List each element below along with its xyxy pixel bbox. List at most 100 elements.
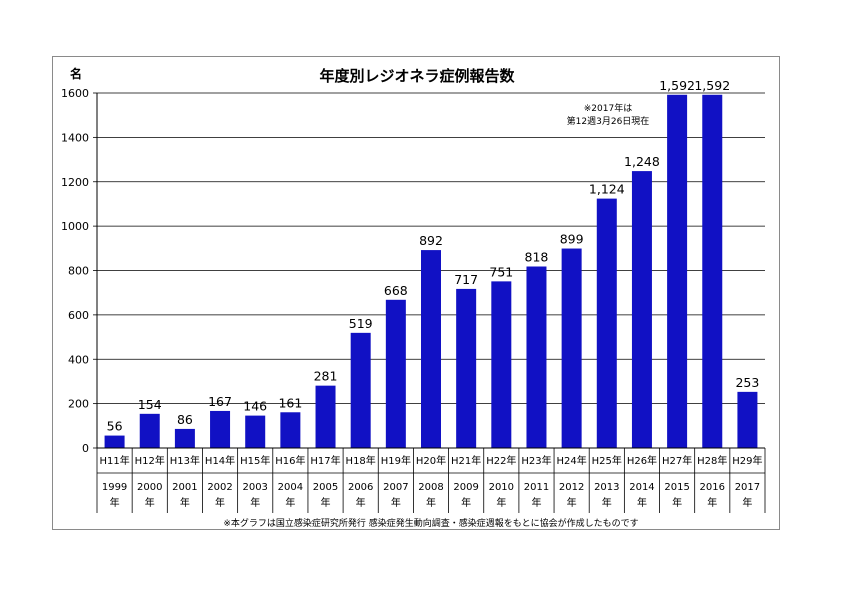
x-year-suffix: 年	[531, 496, 541, 509]
x-era-label: H12年	[135, 454, 165, 467]
bar	[491, 281, 512, 448]
x-year-suffix: 年	[672, 496, 682, 509]
x-year-suffix: 年	[602, 496, 612, 509]
x-era-label: H21年	[451, 454, 481, 467]
bar	[210, 410, 231, 448]
chart-title: 年度別レジオネラ症例報告数	[319, 67, 515, 85]
x-era-label: H25年	[592, 454, 622, 467]
x-year-suffix: 年	[426, 496, 436, 509]
x-year-label: 2006	[348, 482, 373, 493]
x-era-label: H14年	[205, 454, 235, 467]
x-year-label: 2013	[594, 482, 619, 493]
x-year-suffix: 年	[567, 496, 577, 509]
data-label: 146	[243, 399, 267, 414]
note-line-1: ※2017年は	[584, 102, 632, 114]
x-year-label: 2011	[524, 482, 549, 493]
x-year-suffix: 年	[250, 496, 260, 509]
x-year-label: 2003	[242, 482, 267, 493]
x-year-label: 2010	[489, 482, 514, 493]
x-era-label: H13年	[170, 454, 200, 467]
data-label: 167	[208, 394, 232, 409]
x-year-suffix: 年	[110, 496, 120, 509]
x-year-suffix: 年	[461, 496, 471, 509]
x-year-label: 2007	[383, 482, 408, 493]
x-era-label: H11年	[99, 454, 129, 467]
data-label: 892	[419, 233, 443, 248]
x-axis-table: H11年 1999 年 H12年 2000 年 H13年 2001 年 H14年 2002 年 H15年…	[96, 447, 766, 513]
x-year-suffix: 年	[215, 496, 225, 509]
x-year-suffix: 年	[356, 496, 366, 509]
data-label: 668	[384, 283, 408, 298]
x-year-suffix: 年	[145, 496, 155, 509]
y-tick-label: 600	[68, 309, 89, 322]
data-label: 717	[454, 272, 478, 287]
y-tick-label: 1000	[61, 220, 89, 233]
x-era-label: H24年	[557, 454, 587, 467]
x-year-suffix: 年	[496, 496, 506, 509]
y-axis: 0 200 400 600 800 1000 1200 1400 1600	[61, 87, 98, 455]
data-label: 818	[525, 250, 549, 265]
data-label: 1,124	[589, 182, 625, 197]
data-label: 899	[560, 232, 584, 247]
data-label: 751	[489, 264, 513, 279]
y-tick-label: 1400	[61, 131, 89, 144]
bar	[421, 250, 441, 448]
x-year-suffix: 年	[742, 496, 752, 509]
x-year-suffix: 年	[180, 496, 190, 509]
x-era-label: H19年	[381, 454, 411, 467]
x-era-label: H20年	[416, 454, 446, 467]
x-year-label: 2016	[700, 482, 725, 493]
chart-frame: 年度別レジオネラ症例報告数 名 0 200 400 600 800 1000 1200 140…	[52, 56, 780, 530]
data-label: 154	[138, 397, 162, 412]
data-label: 56	[107, 419, 123, 434]
data-label: 253	[735, 375, 759, 390]
x-year-suffix: 年	[707, 496, 717, 509]
bar	[667, 94, 688, 449]
data-label: 161	[278, 395, 302, 410]
x-year-label: 2009	[453, 482, 478, 493]
bar	[702, 94, 723, 449]
x-year-suffix: 年	[285, 496, 295, 509]
data-label: 1,592	[694, 78, 730, 93]
x-year-label: 2002	[207, 482, 232, 493]
y-tick-label: 1200	[61, 176, 89, 189]
y-tick-label: 1600	[61, 87, 89, 100]
bar	[561, 248, 582, 448]
bar-chart: 年度別レジオネラ症例報告数 名 0 200 400 600 800 1000 1200 140…	[61, 66, 766, 529]
x-year-label: 1999	[102, 482, 127, 493]
y-tick-label: 400	[68, 353, 89, 366]
x-year-label: 2000	[137, 482, 162, 493]
x-year-label: 2004	[278, 482, 303, 493]
bar	[104, 435, 125, 448]
x-era-label: H27年	[662, 454, 692, 467]
x-era-label: H28年	[697, 454, 727, 467]
x-era-label: H17年	[310, 454, 340, 467]
data-label: 86	[177, 412, 193, 427]
bar	[174, 428, 195, 448]
data-label: 1,592	[659, 78, 695, 93]
x-year-suffix: 年	[321, 496, 331, 509]
data-label: 519	[349, 316, 373, 331]
bar	[245, 415, 266, 448]
x-year-suffix: 年	[637, 496, 647, 509]
x-era-label: H18年	[346, 454, 376, 467]
bar	[315, 385, 336, 448]
x-year-suffix: 年	[391, 496, 401, 509]
bar	[385, 299, 406, 448]
note-line-2: 第12週3月26日現在	[567, 115, 650, 127]
x-year-label: 2008	[418, 482, 443, 493]
bar	[280, 412, 301, 448]
x-era-label: H16年	[275, 454, 305, 467]
y-tick-label: 0	[82, 442, 89, 455]
x-year-label: 2015	[664, 482, 689, 493]
x-year-label: 2001	[172, 482, 197, 493]
bar	[737, 391, 758, 448]
x-era-label: H26年	[627, 454, 657, 467]
y-tick-label: 200	[68, 398, 89, 411]
bar	[631, 171, 652, 448]
x-era-label: H22年	[486, 454, 516, 467]
y-tick-label: 800	[68, 265, 89, 278]
x-era-label: H23年	[521, 454, 551, 467]
x-year-label: 2012	[559, 482, 584, 493]
bar	[526, 266, 547, 448]
